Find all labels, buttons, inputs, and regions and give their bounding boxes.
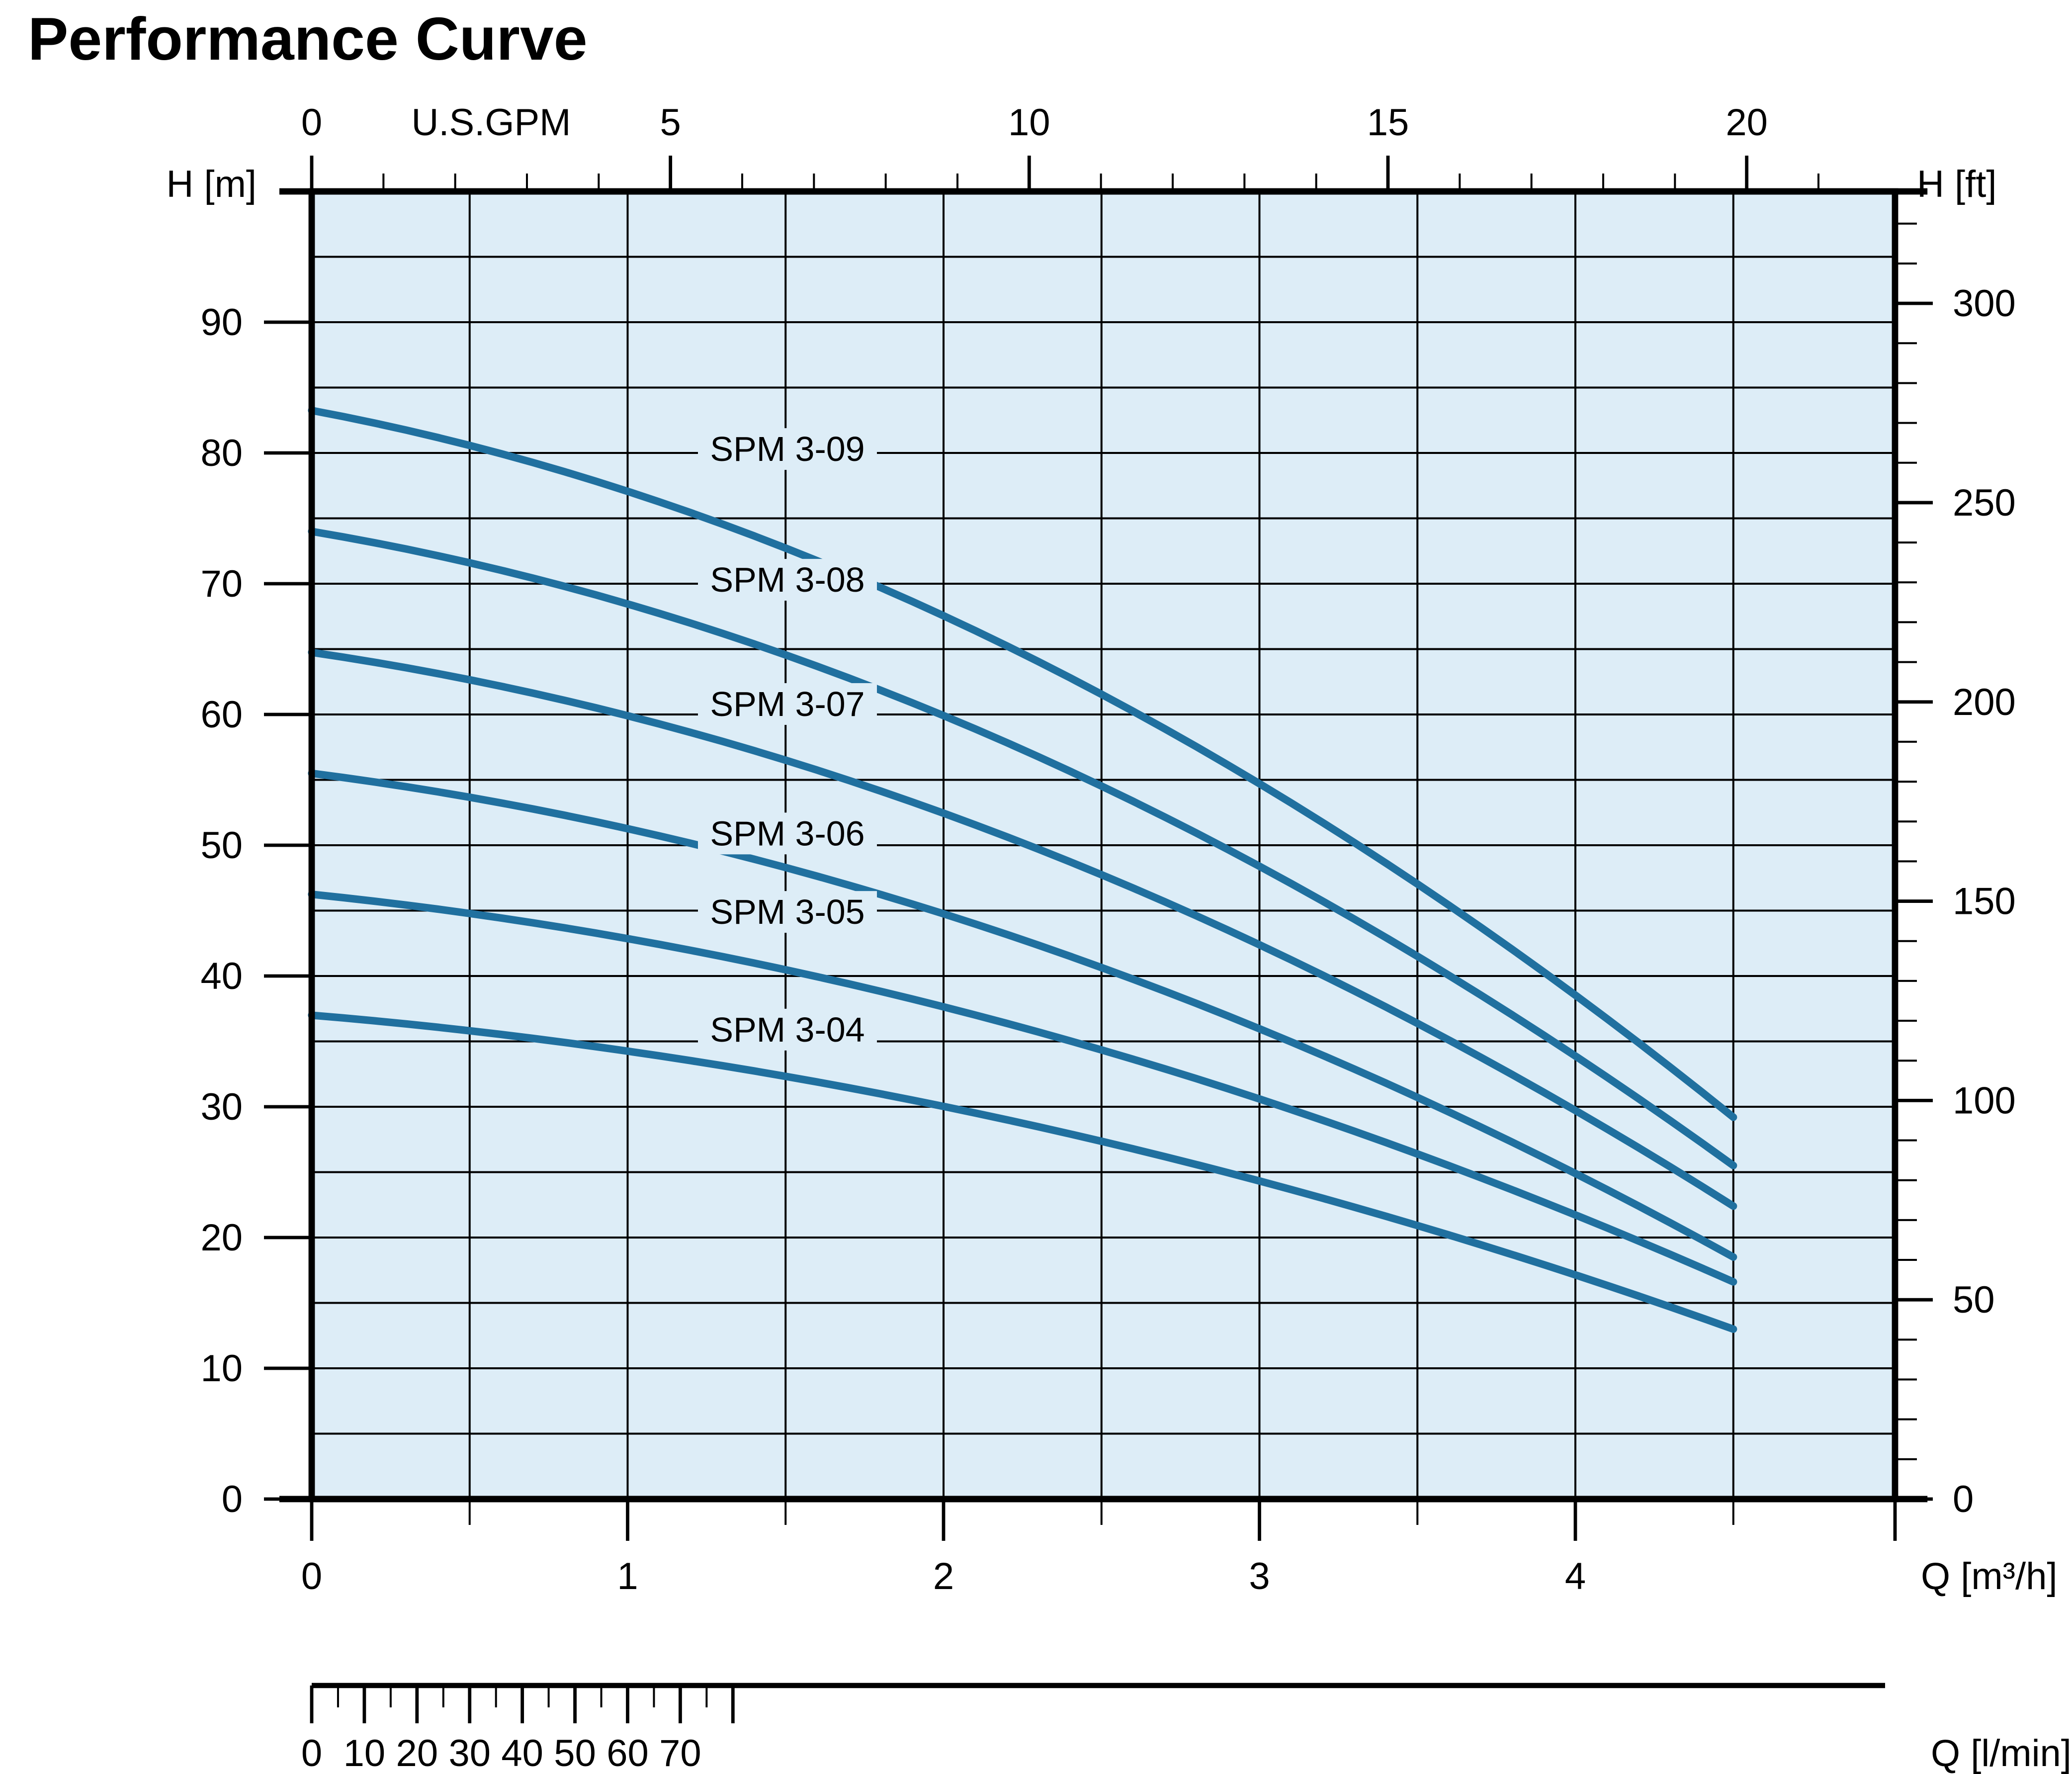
tick-label-left-m-30: 30 <box>200 1086 243 1128</box>
bottom-axis-unit-label: Q [m³/h] <box>1921 1555 2057 1597</box>
tick-label-bottom-m3h-1: 1 <box>617 1555 638 1597</box>
bottom2-axis-unit-label: Q [l/min] <box>1931 1732 2072 1774</box>
tick-label-lmin-10: 10 <box>344 1732 386 1774</box>
tick-label-lmin-70: 70 <box>659 1732 701 1774</box>
plot-border <box>308 188 1899 1503</box>
tick-label-lmin-40: 40 <box>501 1732 543 1774</box>
curve-label-spm-3-07: SPM 3-07 <box>710 685 864 723</box>
tick-label-lmin-0: 0 <box>301 1732 322 1774</box>
tick-label-top-gpm-5: 5 <box>660 101 681 144</box>
tick-label-bottom-m3h-4: 4 <box>1565 1555 1586 1597</box>
tick-label-left-m-10: 10 <box>200 1347 243 1390</box>
curve-spm-3-08 <box>308 528 1737 1169</box>
plot-layer: SPM 3-09 SPM 3-08 SPM 3-07 SPM 3-06 SPM 3-05… <box>200 101 2015 1774</box>
tick-label-bottom-m3h-2: 2 <box>933 1555 954 1597</box>
curve-label-spm-3-09: SPM 3-09 <box>710 430 864 468</box>
left-axis-unit-label: H [m] <box>166 163 257 205</box>
tick-label-lmin-20: 20 <box>396 1732 438 1774</box>
tick-label-left-m-50: 50 <box>200 824 243 867</box>
curve-label-spm-3-06: SPM 3-06 <box>710 814 864 853</box>
tick-label-lmin-60: 60 <box>606 1732 649 1774</box>
tick-label-right-ft-100: 100 <box>1953 1079 2016 1122</box>
curve-label-bg-spm-3-07 <box>698 683 877 725</box>
tick-label-left-m-20: 20 <box>200 1217 243 1259</box>
tick-label-lmin-50: 50 <box>554 1732 596 1774</box>
tick-label-left-m-40: 40 <box>200 955 243 997</box>
curve-label-spm-3-08: SPM 3-08 <box>710 560 864 599</box>
curve-spm-3-05 <box>308 890 1737 1286</box>
tick-label-bottom-m3h-0: 0 <box>301 1555 322 1597</box>
curve-spm-3-06 <box>308 769 1737 1261</box>
tick-label-left-m-70: 70 <box>200 563 243 605</box>
tick-label-right-ft-200: 200 <box>1953 681 2016 723</box>
curve-label-spm-3-04: SPM 3-04 <box>710 1010 864 1049</box>
curve-label-bg-spm-3-05 <box>698 891 877 933</box>
tick-label-bottom-m3h-3: 3 <box>1249 1555 1270 1597</box>
tick-label-top-gpm-10: 10 <box>1008 101 1050 144</box>
right-axis-unit-label: H [ft] <box>1917 163 1996 205</box>
tick-label-left-m-80: 80 <box>200 432 243 474</box>
curve-label-bg-spm-3-08 <box>698 559 877 601</box>
tick-label-lmin-30: 30 <box>448 1732 491 1774</box>
tick-label-top-gpm-20: 20 <box>1726 101 1768 144</box>
curve-spm-3-09 <box>308 406 1737 1121</box>
tick-label-left-m-60: 60 <box>200 694 243 736</box>
top-axis-unit-label: U.S.GPM <box>412 101 571 144</box>
tick-label-right-ft-250: 250 <box>1953 482 2016 524</box>
curve-label-bg-spm-3-09 <box>698 428 877 470</box>
tick-label-right-ft-150: 150 <box>1953 881 2016 923</box>
curve-label-bg-spm-3-06 <box>698 812 877 855</box>
curve-spm-3-07 <box>308 648 1737 1210</box>
tick-label-left-m-90: 90 <box>200 301 243 344</box>
curve-label-spm-3-05: SPM 3-05 <box>710 892 864 931</box>
curve-label-bg-spm-3-04 <box>698 1008 877 1051</box>
tick-label-right-ft-50: 50 <box>1953 1279 1995 1321</box>
tick-label-top-gpm-0: 0 <box>301 101 322 144</box>
tick-label-left-m-0: 0 <box>222 1478 243 1520</box>
page-title: Performance Curve <box>28 5 588 73</box>
tick-label-right-ft-300: 300 <box>1953 282 2016 325</box>
curve-spm-3-04 <box>308 1011 1737 1333</box>
tick-label-right-ft-0: 0 <box>1953 1478 1974 1520</box>
tick-label-top-gpm-15: 15 <box>1367 101 1409 144</box>
